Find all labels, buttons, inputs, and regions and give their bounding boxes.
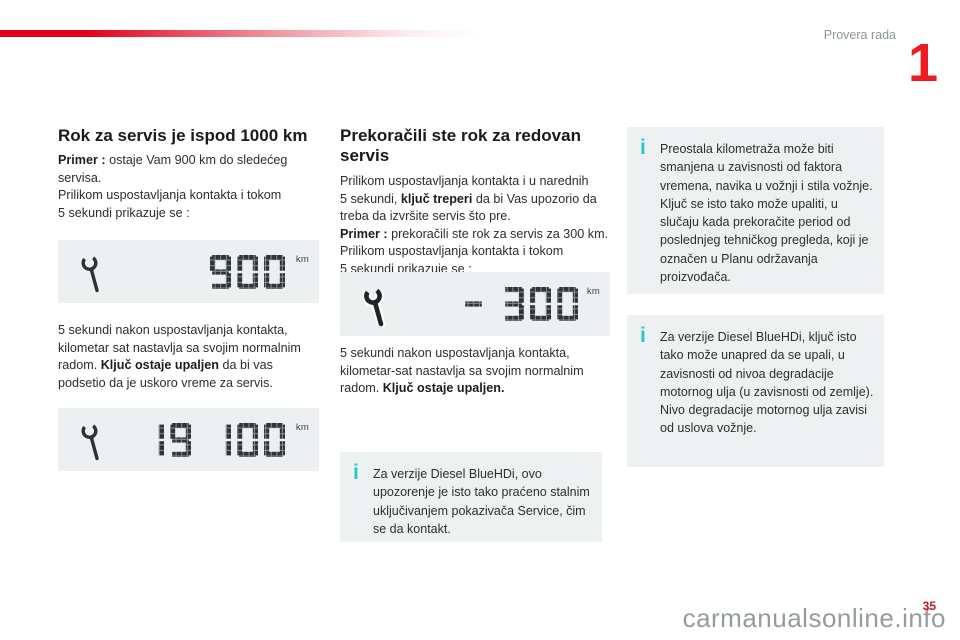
overdue-after-line3-bold: Ključ ostaje upaljen. [382, 381, 505, 396]
paragraph-example-900: Primer : ostaje Vam 900 km do sledećeg s… [58, 152, 320, 222]
heading-service-overdue: Prekoračili ste rok za redovan servis [340, 126, 581, 166]
lcd-display-service-900: km [58, 240, 319, 303]
info-box-service-indicator: i Za verzije Diesel BlueHDi, ovo upozore… [340, 452, 602, 542]
lcd-display-odometer: km [58, 408, 319, 471]
overdue-line2-pre: 5 sekundi, [340, 191, 401, 206]
lcd-display-overdue-300: km [340, 272, 610, 336]
overdue-line2-post: da bi Vas upozorio da [472, 191, 597, 206]
service-wrench-icon [81, 254, 99, 293]
overdue-after-line1: 5 sekundi nakon uspostavljanja kontakta, [340, 346, 570, 360]
overdue-line3: treba da izvršite servis što pre. [340, 209, 511, 224]
heading-service-below-1000: Rok za servis je ispod 1000 km [58, 126, 308, 145]
chapter-accent-rule [0, 30, 482, 37]
info-icon: i [640, 324, 646, 347]
paragraph-overdue-after-wrap: 5 sekundi nakon uspostavljanja kontakta,… [340, 345, 620, 398]
overdue-line1: Prilikom uspostavljanja kontakta i u nar… [340, 174, 589, 189]
lcd-value [143, 423, 285, 462]
example-text-line2: servisa. [58, 170, 102, 185]
intro-line3: Prilikom uspostavljanja kontakta i tokom [58, 188, 282, 203]
chapter-number: 1 [907, 33, 938, 93]
info-text: Za verzije Diesel BlueHDi, ovo upozorenj… [373, 467, 590, 536]
page-number: 35 [922, 599, 936, 613]
info-icon: i [640, 136, 646, 159]
after-line1: 5 sekundi nakon uspostavljanja kontakta, [58, 323, 288, 337]
paragraph-overdue-intro: Prilikom uspostavljanja kontakta i u nar… [340, 173, 620, 279]
after-line3-bold: Ključ ostaje upaljen [100, 358, 219, 373]
lcd-unit-label: km [586, 286, 600, 297]
lcd-unit-label: km [295, 422, 309, 433]
overdue-example-text: prekoračili ste rok za servis za 300 km. [387, 226, 609, 241]
overdue-line2-bold: ključ treperi [400, 191, 473, 206]
watermark: carmanualsonline.info [682, 603, 946, 633]
after-line4: podsetio da je uskoro vreme za servis. [58, 375, 273, 390]
overdue-example-label: Primer : [340, 226, 388, 241]
paragraph-after-900: 5 sekundi nakon uspostavljanja kontakta,… [58, 322, 324, 392]
paragraph-overdue-after: 5 sekundi nakon uspostavljanja kontakta,… [340, 345, 620, 398]
lcd-value [463, 287, 578, 326]
info-text: Za verzije Diesel BlueHDi, ključ isto ta… [660, 330, 874, 436]
intro-line4: 5 sekundi prikazuje se : [58, 205, 190, 220]
service-wrench-blinking-icon [361, 285, 386, 327]
service-wrench-icon [81, 422, 99, 461]
info-box-remaining-distance: i Preostala kilometraža može biti smanje… [627, 127, 884, 294]
after-line2: kilometar sat nastavlja sa svojim normal… [58, 340, 301, 355]
info-box-oil-degradation: i Za verzije Diesel BlueHDi, ključ isto … [627, 315, 884, 467]
column-service-overdue: Prekoračili ste rok za redovan servis Pr… [340, 126, 620, 279]
example-label: Primer : [58, 153, 106, 168]
lcd-unit-label: km [295, 254, 309, 265]
after-line3-pre: radom. [58, 358, 101, 373]
info-text: Preostala kilometraža može biti smanjena… [660, 142, 873, 285]
paragraph-after-900-wrap: 5 sekundi nakon uspostavljanja kontakta,… [58, 322, 324, 392]
after-line3-post: da bi vas [218, 358, 273, 373]
info-icon: i [353, 461, 359, 484]
overdue-line5: Prilikom uspostavljanja kontakta i tokom [340, 244, 564, 259]
example-text: ostaje Vam 900 km do sledećeg [105, 153, 288, 168]
column-service-below-1000: Rok za servis je ispod 1000 km Primer : … [58, 126, 320, 222]
section-label: Provera rada [823, 28, 896, 42]
overdue-after-line3-pre: radom. [340, 381, 383, 396]
overdue-after-line2: kilometar-sat nastavlja sa svojim normal… [340, 363, 584, 378]
lcd-value [210, 255, 285, 294]
